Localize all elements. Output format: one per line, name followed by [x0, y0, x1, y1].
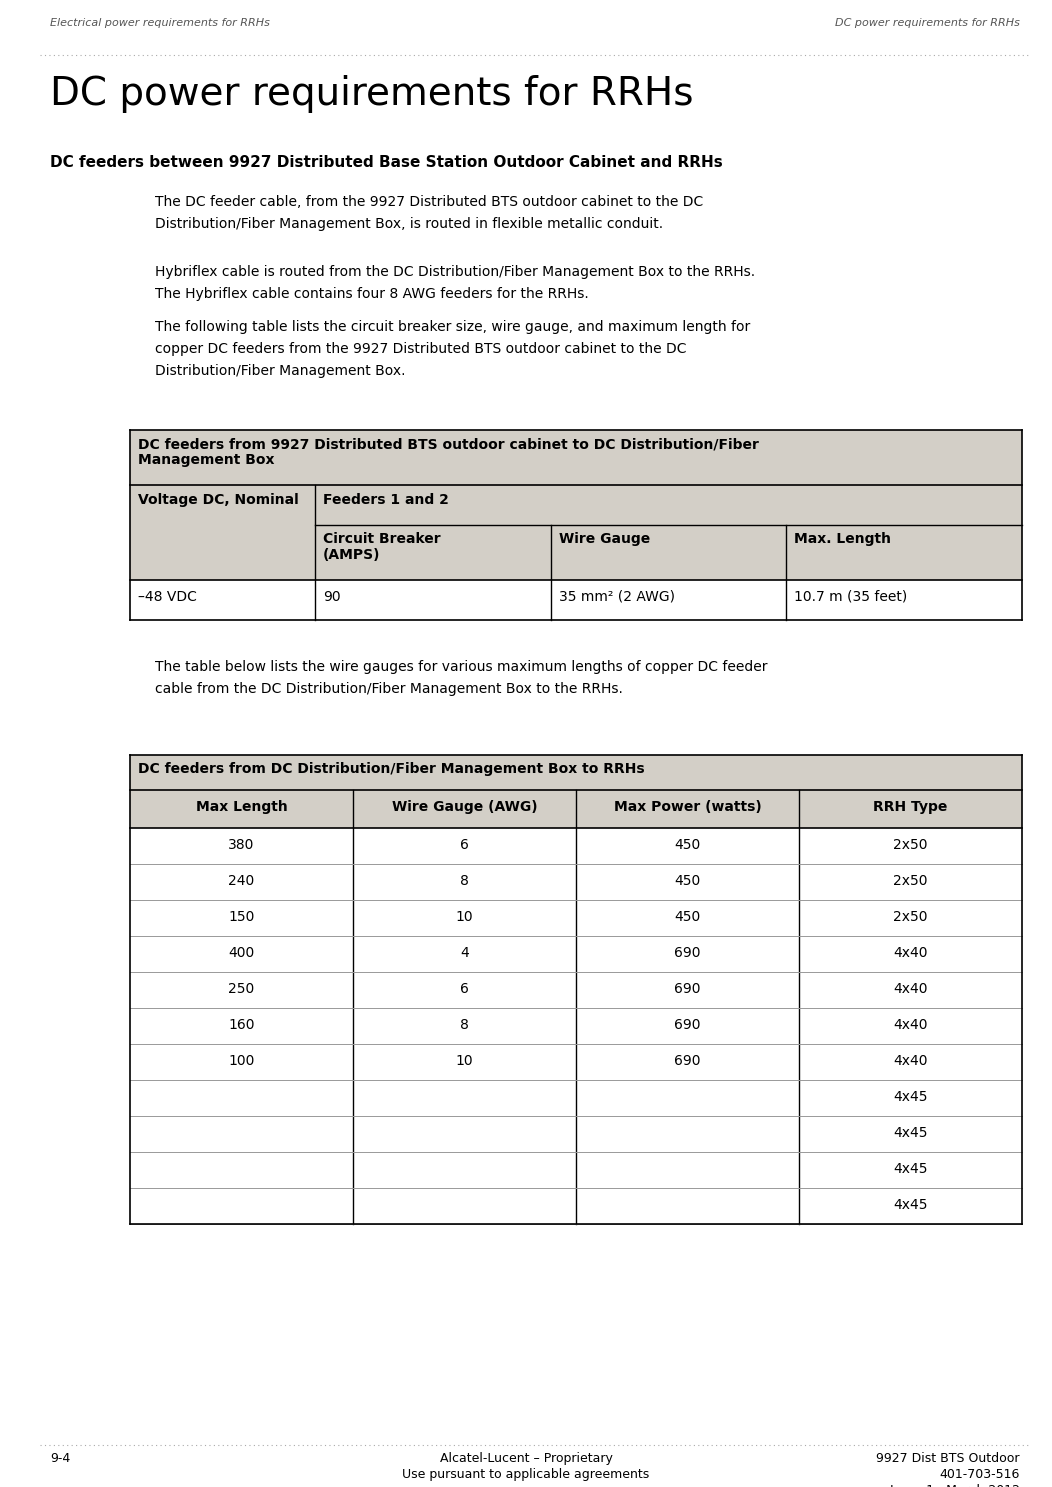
Text: Electrical power requirements for RRHs: Electrical power requirements for RRHs: [50, 18, 270, 28]
Text: 690: 690: [674, 1019, 701, 1032]
Text: 6: 6: [460, 839, 469, 852]
Text: The DC feeder cable, from the 9927 Distributed BTS outdoor cabinet to the DC: The DC feeder cable, from the 9927 Distr…: [155, 195, 703, 210]
Text: 450: 450: [674, 910, 701, 923]
Text: The table below lists the wire gauges for various maximum lengths of copper DC f: The table below lists the wire gauges fo…: [155, 660, 768, 674]
Text: 4x40: 4x40: [893, 946, 928, 961]
Text: 100: 100: [228, 1054, 255, 1068]
Text: Hybriflex cable is routed from the DC Distribution/Fiber Management Box to the R: Hybriflex cable is routed from the DC Di…: [155, 265, 755, 280]
Text: 4x40: 4x40: [893, 1019, 928, 1032]
Text: Circuit Breaker
(AMPS): Circuit Breaker (AMPS): [323, 532, 441, 562]
Text: Feeders 1 and 2: Feeders 1 and 2: [323, 494, 449, 507]
Text: copper DC feeders from the 9927 Distributed BTS outdoor cabinet to the DC: copper DC feeders from the 9927 Distribu…: [155, 342, 687, 355]
Text: 4x45: 4x45: [893, 1199, 928, 1212]
Text: 8: 8: [460, 1019, 469, 1032]
Text: Distribution/Fiber Management Box, is routed in flexible metallic conduit.: Distribution/Fiber Management Box, is ro…: [155, 217, 663, 230]
Bar: [130, 430, 1021, 620]
Text: 35 mm² (2 AWG): 35 mm² (2 AWG): [559, 590, 674, 604]
Text: 690: 690: [674, 981, 701, 996]
Text: Voltage DC, Nominal: Voltage DC, Nominal: [138, 494, 299, 507]
Text: Max Power (watts): Max Power (watts): [613, 800, 762, 813]
Text: 160: 160: [228, 1019, 255, 1032]
Text: 90: 90: [323, 590, 341, 604]
Text: cable from the DC Distribution/Fiber Management Box to the RRHs.: cable from the DC Distribution/Fiber Man…: [155, 683, 623, 696]
Text: 250: 250: [228, 981, 255, 996]
Text: 400: 400: [228, 946, 255, 961]
Text: 150: 150: [228, 910, 255, 923]
Text: DC power requirements for RRHs: DC power requirements for RRHs: [835, 18, 1020, 28]
Text: DC power requirements for RRHs: DC power requirements for RRHs: [50, 74, 693, 113]
Text: RRH Type: RRH Type: [873, 800, 948, 813]
Text: 4x40: 4x40: [893, 1054, 928, 1068]
Text: DC feeders between 9927 Distributed Base Station Outdoor Cabinet and RRHs: DC feeders between 9927 Distributed Base…: [50, 155, 723, 170]
Text: –48 VDC: –48 VDC: [138, 590, 197, 604]
Text: 401-703-516: 401-703-516: [939, 1468, 1020, 1481]
Text: Use pursuant to applicable agreements: Use pursuant to applicable agreements: [402, 1468, 650, 1481]
Text: Max Length: Max Length: [196, 800, 287, 813]
Bar: [130, 755, 1021, 828]
Text: 8: 8: [460, 874, 469, 888]
Text: 9927 Dist BTS Outdoor: 9927 Dist BTS Outdoor: [876, 1451, 1020, 1465]
Bar: [130, 828, 1021, 1224]
Text: Alcatel-Lucent – Proprietary: Alcatel-Lucent – Proprietary: [440, 1451, 612, 1465]
Text: 9-4: 9-4: [50, 1451, 70, 1465]
Text: The following table lists the circuit breaker size, wire gauge, and maximum leng: The following table lists the circuit br…: [155, 320, 750, 335]
Text: 450: 450: [674, 839, 701, 852]
Text: 10.7 m (35 feet): 10.7 m (35 feet): [794, 590, 908, 604]
Text: 10: 10: [456, 910, 473, 923]
Text: 4: 4: [460, 946, 469, 961]
Text: DC feeders from DC Distribution/Fiber Management Box to RRHs: DC feeders from DC Distribution/Fiber Ma…: [138, 761, 645, 776]
Text: Wire Gauge (AWG): Wire Gauge (AWG): [391, 800, 538, 813]
Bar: [130, 580, 1021, 620]
Text: 4x45: 4x45: [893, 1090, 928, 1103]
Text: The Hybriflex cable contains four 8 AWG feeders for the RRHs.: The Hybriflex cable contains four 8 AWG …: [155, 287, 589, 300]
Text: 690: 690: [674, 946, 701, 961]
Text: Wire Gauge: Wire Gauge: [559, 532, 650, 546]
Text: 4x45: 4x45: [893, 1161, 928, 1176]
Text: 450: 450: [674, 874, 701, 888]
Text: Max. Length: Max. Length: [794, 532, 891, 546]
Text: 2x50: 2x50: [893, 839, 928, 852]
Text: 2x50: 2x50: [893, 874, 928, 888]
Text: 10: 10: [456, 1054, 473, 1068]
Text: Distribution/Fiber Management Box.: Distribution/Fiber Management Box.: [155, 364, 405, 378]
Text: 240: 240: [228, 874, 255, 888]
Text: 2x50: 2x50: [893, 910, 928, 923]
Text: 380: 380: [228, 839, 255, 852]
Text: 4x40: 4x40: [893, 981, 928, 996]
Text: 690: 690: [674, 1054, 701, 1068]
Text: Issue 1   March 2012: Issue 1 March 2012: [890, 1484, 1020, 1487]
Text: DC feeders from 9927 Distributed BTS outdoor cabinet to DC Distribution/Fiber
Ma: DC feeders from 9927 Distributed BTS out…: [138, 437, 758, 467]
Text: 4x45: 4x45: [893, 1126, 928, 1141]
Text: 6: 6: [460, 981, 469, 996]
